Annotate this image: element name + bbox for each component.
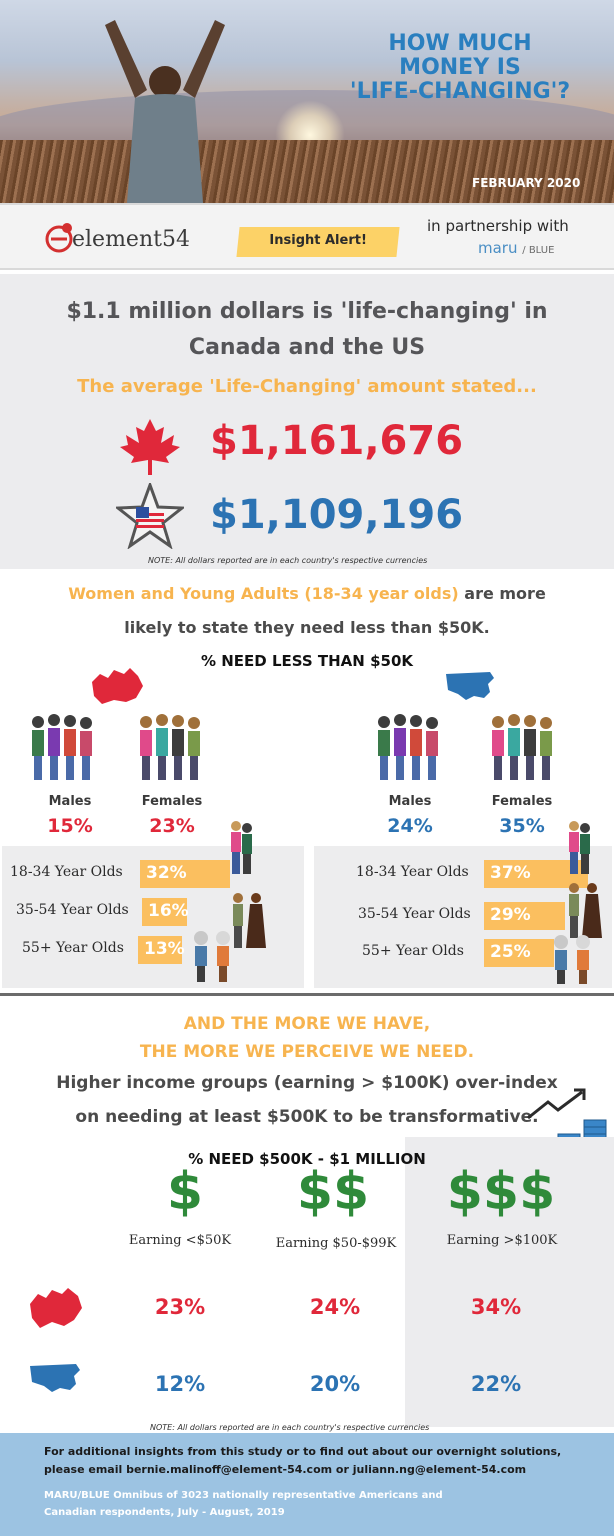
canada-pct-high: 34% <box>470 1295 522 1319</box>
middle-age-couple-icon <box>233 893 266 948</box>
need-500k-title: % NEED $500K - $1 MILLION <box>188 1150 426 1168</box>
us-flag-star-icon <box>116 483 184 549</box>
middle-age-couple-icon-us <box>569 883 602 938</box>
canada-map-icon-income <box>30 1288 82 1328</box>
currency-note-bottom: NOTE: All dollars reported are in each c… <box>150 1423 430 1432</box>
us-age-label: 18-34 Year Olds <box>356 864 469 880</box>
us-pct-mid: 20% <box>309 1372 361 1396</box>
us-pct-low: 12% <box>154 1372 206 1396</box>
wheat-field-graphic <box>0 140 614 203</box>
element54-logo-icon <box>45 223 73 253</box>
canada-pct-low: 23% <box>154 1295 206 1319</box>
us-females-label: Females <box>491 794 553 809</box>
high-income-highlight <box>405 1137 614 1427</box>
young-couple-icon <box>231 821 252 874</box>
hero-title: HOW MUCH MONEY IS 'LIFE-CHANGING'? <box>349 31 571 104</box>
senior-couple-icon-us <box>554 935 590 984</box>
males-group-icon <box>32 714 92 780</box>
us-age-label: 55+ Year Olds <box>362 943 464 959</box>
earning-label-low: Earning <$50K <box>128 1233 232 1248</box>
us-females-pct: 35% <box>499 815 545 837</box>
life-changing-amount-section: $1.1 million dollars is 'life-changing' … <box>0 274 614 569</box>
publication-date: FEBRUARY 2020 <box>472 176 581 190</box>
canada-females-pct: 23% <box>149 815 195 837</box>
females-group-icon-us <box>492 714 552 780</box>
dollar-icon-high: $$$ <box>446 1162 556 1222</box>
us-map-icon-income <box>30 1364 80 1392</box>
section3-subhead: Higher income groups (earning > $100K) o… <box>56 1073 558 1127</box>
senior-couple-icon <box>194 931 230 982</box>
us-amount: $1,109,196 <box>210 492 464 538</box>
partnership-text: in partnership with <box>427 217 569 235</box>
section3-headline: AND THE MORE WE HAVE, THE MORE WE PERCEI… <box>139 1014 475 1062</box>
dollar-icon-low: $ <box>166 1162 204 1222</box>
males-group-icon-us <box>378 714 438 780</box>
maru-blue-logo: maru / BLUE <box>478 239 555 257</box>
canada-age-label: 35-54 Year Olds <box>16 902 129 918</box>
canada-pct-mid: 24% <box>309 1295 361 1319</box>
canada-age-bar: 13% <box>138 936 185 964</box>
section2-headline: Women and Young Adults (18-34 year olds)… <box>68 584 546 637</box>
hero-banner: HOW MUCH MONEY IS 'LIFE-CHANGING'? FEBRU… <box>0 0 614 203</box>
contact-text: For additional insights from this study … <box>44 1445 562 1476</box>
brand-banner: element54 Insight Alert! in partnership … <box>0 203 614 270</box>
us-age-bar: 25% <box>484 939 554 967</box>
section-divider <box>0 993 614 996</box>
section1-headline: $1.1 million dollars is 'life-changing' … <box>66 299 548 360</box>
person-arms-raised-graphic <box>105 20 225 203</box>
canada-age-bar: 32% <box>140 860 230 888</box>
canada-males-label: Males <box>48 794 92 809</box>
methodology-text: MARU/BLUE Omnibus of 3023 nationally rep… <box>44 1490 443 1518</box>
us-age-panel: 18-34 Year Olds 37% 35-54 Year Olds 29% … <box>314 821 612 988</box>
canada-females-label: Females <box>141 794 203 809</box>
canada-amount: $1,161,676 <box>210 418 464 464</box>
canada-map-icon <box>92 668 143 704</box>
earning-label-high: Earning >$100K <box>446 1233 558 1248</box>
need-less-50k-title: % NEED LESS THAN $50K <box>200 652 414 670</box>
females-group-icon <box>140 714 200 780</box>
footer: For additional insights from this study … <box>0 1433 614 1536</box>
canada-males-pct: 15% <box>47 815 93 837</box>
section1-subhead: The average 'Life-Changing' amount state… <box>77 376 537 397</box>
insight-alert-badge: Insight Alert! <box>236 227 400 257</box>
us-males-label: Males <box>388 794 432 809</box>
us-pct-high: 22% <box>470 1372 522 1396</box>
maple-leaf-icon <box>120 419 180 475</box>
us-males-pct: 24% <box>387 815 433 837</box>
canada-age-bar: 16% <box>142 898 189 926</box>
currency-note: NOTE: All dollars reported are in each c… <box>148 556 428 565</box>
young-couple-icon-us <box>569 821 590 874</box>
element54-logo-text: element54 <box>72 227 190 252</box>
us-age-label: 35-54 Year Olds <box>358 906 471 922</box>
canada-age-label: 55+ Year Olds <box>22 940 124 956</box>
us-age-bar: 29% <box>484 902 566 930</box>
canada-age-label: 18-34 Year Olds <box>10 864 123 880</box>
canada-age-panel: 18-34 Year Olds 32% 35-54 Year Olds 16% … <box>2 821 304 988</box>
earning-label-mid: Earning $50-$99K <box>275 1236 397 1251</box>
dollar-icon-mid: $$ <box>296 1162 370 1222</box>
us-map-icon <box>446 672 494 700</box>
